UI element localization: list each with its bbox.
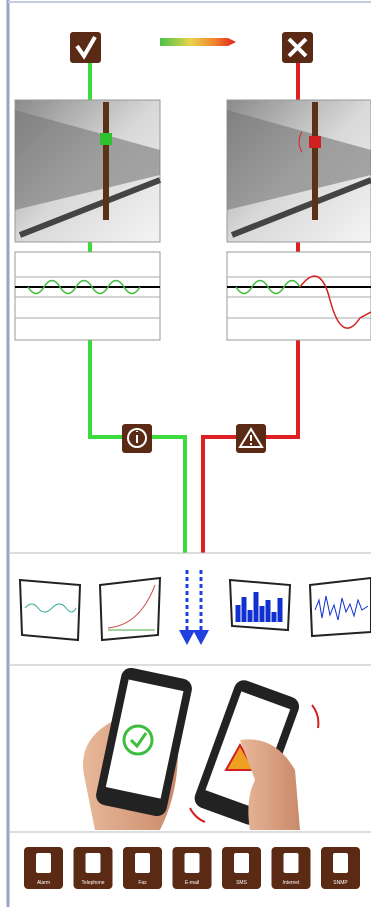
thumb-exp xyxy=(100,578,160,640)
merge-arrows xyxy=(179,570,209,645)
icon-label: SMS xyxy=(236,880,248,886)
wave-ok xyxy=(15,252,160,340)
wave-fail xyxy=(227,252,371,340)
icon-label: Telephone xyxy=(81,880,104,886)
ok-icon xyxy=(70,32,101,63)
icon-glyph xyxy=(86,853,101,873)
icon-glyph xyxy=(135,853,150,873)
notification-icons: Alarm Telephone Fax E-mail SMS Internet SNMP xyxy=(24,847,360,889)
photo-fail xyxy=(227,100,371,242)
icon-label: SNMP xyxy=(333,880,348,886)
icon-label: E-mail xyxy=(185,880,199,886)
phone-fail xyxy=(190,677,318,830)
page: AlarmTelephoneFaxE-mailSMSInternetSNMP (… xyxy=(0,0,371,907)
status-arrow xyxy=(160,38,236,46)
phone-ok xyxy=(83,666,194,830)
photo-ok xyxy=(15,100,160,242)
icon-glyph xyxy=(185,853,200,873)
thumb-bars xyxy=(230,580,290,630)
icon-glyph xyxy=(284,853,299,873)
icon-label: Internet xyxy=(283,880,301,886)
icon-glyph xyxy=(333,853,348,873)
diagram: Alarm Telephone Fax E-mail SMS Internet SNMP xyxy=(0,0,371,907)
icon-label: Fax xyxy=(138,880,147,886)
icon-glyph xyxy=(36,853,51,873)
thumb-noise xyxy=(310,578,371,636)
icon-label: Alarm xyxy=(37,880,50,886)
icon-glyph xyxy=(234,853,249,873)
thumb-sine xyxy=(20,580,80,640)
